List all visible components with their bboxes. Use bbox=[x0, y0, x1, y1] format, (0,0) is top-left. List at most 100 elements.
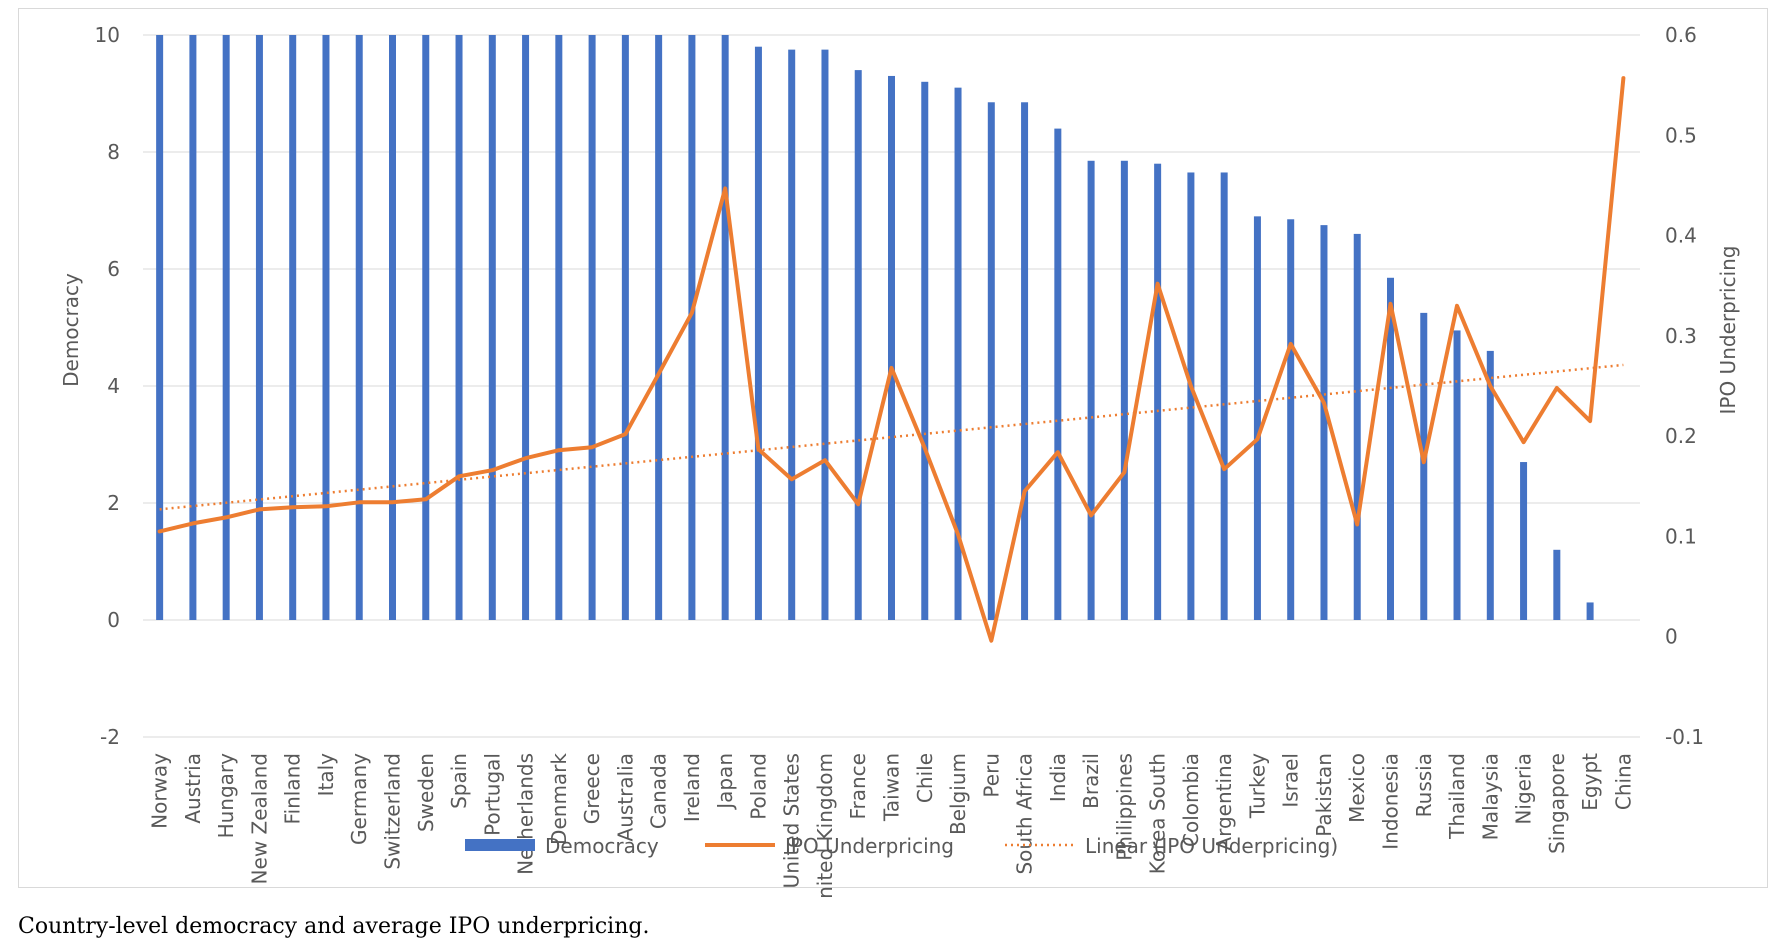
x-tick-label: Brazil bbox=[1079, 753, 1103, 809]
x-tick-label: Indonesia bbox=[1379, 753, 1403, 850]
x-tick-label: Portugal bbox=[480, 753, 504, 836]
bar bbox=[222, 35, 230, 620]
bar bbox=[455, 35, 463, 620]
x-tick-label: Australia bbox=[613, 753, 637, 841]
bar bbox=[389, 35, 396, 620]
bar bbox=[289, 35, 297, 620]
bar bbox=[488, 35, 496, 620]
bar bbox=[1553, 549, 1561, 620]
x-tick-label: Pakistan bbox=[1312, 753, 1336, 837]
x-tick-label: Malaysia bbox=[1478, 753, 1502, 840]
bar bbox=[621, 35, 629, 620]
left-axis-tick-label: 0 bbox=[107, 608, 120, 632]
right-axis-tick-label: 0.1 bbox=[1665, 524, 1697, 548]
x-tick-label: Netherlands bbox=[514, 753, 538, 875]
x-tick-label: Greece bbox=[580, 753, 604, 824]
bar bbox=[821, 49, 829, 620]
legend-label-ipo-underpricing: IPO Underpricing bbox=[785, 834, 954, 858]
right-axis-tick-label: 0.4 bbox=[1665, 224, 1697, 248]
bar bbox=[588, 35, 596, 620]
x-tick-label: South Africa bbox=[1013, 753, 1037, 875]
x-tick-label: Sweden bbox=[414, 753, 438, 832]
bar bbox=[1586, 602, 1594, 620]
figure-caption: Country-level democracy and average IPO … bbox=[18, 914, 650, 939]
left-axis-tick-label: 2 bbox=[107, 491, 120, 515]
x-tick-label: Spain bbox=[447, 753, 471, 809]
right-axis-title: IPO Underpricing bbox=[1716, 246, 1740, 415]
bar bbox=[1220, 172, 1228, 620]
bar bbox=[854, 70, 862, 621]
x-tick-label: Italy bbox=[314, 753, 338, 797]
series-line bbox=[157, 76, 1626, 643]
left-axis-tick-label: 8 bbox=[107, 140, 120, 164]
left-axis-tick-label: 10 bbox=[95, 23, 120, 47]
x-tick-label: Egypt bbox=[1578, 753, 1602, 811]
x-tick-label: China bbox=[1611, 753, 1635, 810]
legend: Democracy IPO Underpricing Linear (IPO U… bbox=[465, 834, 1338, 858]
bar-series-democracy bbox=[156, 35, 1594, 621]
legend-label-linear-trend: Linear (IPO Underpricing) bbox=[1085, 834, 1338, 858]
x-tick-label: India bbox=[1046, 753, 1070, 802]
x-tick-label: Norway bbox=[148, 753, 172, 829]
bar bbox=[987, 102, 995, 620]
bar bbox=[1253, 216, 1261, 620]
x-tick-label: Israel bbox=[1279, 753, 1303, 808]
bar bbox=[1353, 233, 1361, 620]
right-axis-ticks: -0.1 0 0.1 0.2 0.3 0.4 0.5 0.6 bbox=[1665, 23, 1704, 749]
x-tick-label: New Zealand bbox=[247, 753, 271, 884]
right-axis-tick-label: 0 bbox=[1665, 625, 1678, 649]
x-tick-label: Chile bbox=[913, 753, 937, 803]
bar bbox=[1120, 160, 1128, 620]
right-axis-tick-label: -0.1 bbox=[1665, 725, 1704, 749]
x-tick-label: Russia bbox=[1412, 753, 1436, 817]
bar bbox=[255, 35, 263, 620]
chart: -2 0 2 4 6 8 10 -0.1 0 0.1 0.2 0.3 0.4 0.5 0.6 Norway… bbox=[59, 23, 1740, 900]
right-axis-tick-label: 0.5 bbox=[1665, 123, 1697, 147]
bar bbox=[1420, 312, 1428, 620]
bar bbox=[1453, 330, 1461, 620]
x-tick-label: Nigeria bbox=[1512, 753, 1536, 825]
x-tick-label: Singapore bbox=[1545, 753, 1569, 854]
bar bbox=[1486, 350, 1494, 620]
left-axis-tick-label: 6 bbox=[107, 257, 120, 281]
x-tick-label: France bbox=[846, 753, 870, 820]
bar bbox=[888, 75, 895, 620]
left-axis-tick-label: -2 bbox=[100, 725, 120, 749]
x-tick-label: Canada bbox=[647, 753, 671, 829]
bar bbox=[788, 49, 796, 620]
x-tick-label: Argentina bbox=[1212, 753, 1236, 851]
bar bbox=[355, 35, 363, 620]
x-tick-label: Austria bbox=[181, 753, 205, 824]
x-axis-labels: Norway Austria Hungary New Zealand Finland It… bbox=[148, 753, 1636, 900]
x-tick-label: Philippines bbox=[1112, 753, 1136, 861]
x-tick-label: Denmark bbox=[547, 753, 571, 845]
bar bbox=[954, 87, 962, 620]
x-tick-label: Germany bbox=[347, 753, 371, 845]
bar bbox=[754, 46, 762, 620]
bar bbox=[189, 35, 197, 620]
x-tick-label: Korea South bbox=[1146, 753, 1170, 874]
bar bbox=[322, 35, 330, 620]
x-tick-label: Taiwan bbox=[880, 753, 904, 822]
bar bbox=[688, 35, 696, 620]
bar bbox=[921, 81, 929, 621]
x-tick-label: Japan bbox=[713, 753, 737, 811]
x-tick-label: Belgium bbox=[946, 753, 970, 835]
bar bbox=[1320, 225, 1328, 620]
x-tick-label: United States bbox=[780, 753, 804, 888]
x-tick-label: United Kingdom bbox=[813, 753, 837, 900]
left-axis-title: Democracy bbox=[59, 273, 83, 387]
x-tick-label: Hungary bbox=[214, 753, 238, 839]
bar bbox=[1054, 128, 1062, 620]
legend-label-democracy: Democracy bbox=[545, 834, 659, 858]
x-tick-label: Switzerland bbox=[381, 753, 405, 870]
bar bbox=[655, 35, 663, 620]
bar bbox=[156, 35, 164, 620]
legend-swatch-democracy bbox=[465, 839, 535, 851]
x-tick-label: Finland bbox=[281, 753, 305, 824]
right-axis-tick-label: 0.3 bbox=[1665, 324, 1697, 348]
x-tick-label: Thailand bbox=[1445, 753, 1469, 840]
bar bbox=[1087, 160, 1095, 620]
bar bbox=[422, 35, 430, 620]
left-axis-ticks: -2 0 2 4 6 8 10 bbox=[95, 23, 120, 749]
